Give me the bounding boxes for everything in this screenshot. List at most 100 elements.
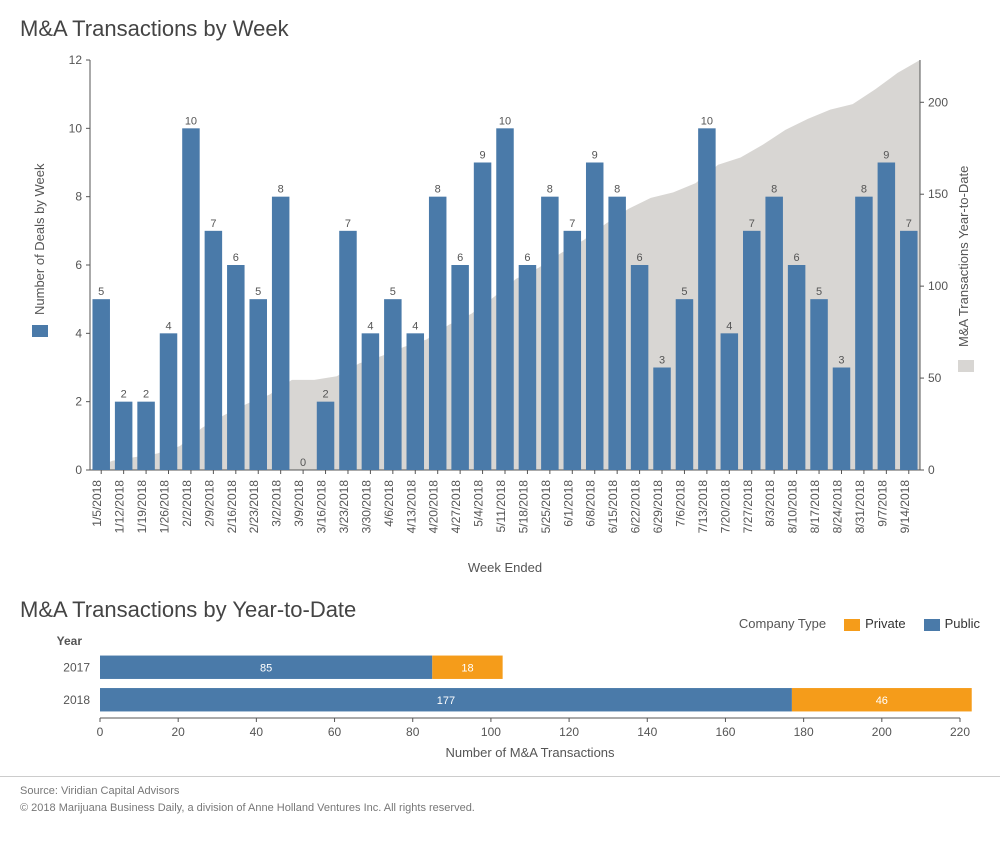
svg-text:8: 8 xyxy=(547,184,553,196)
svg-text:20: 20 xyxy=(172,725,186,739)
svg-text:46: 46 xyxy=(876,695,888,707)
svg-text:8/17/2018: 8/17/2018 xyxy=(808,480,822,534)
svg-text:6: 6 xyxy=(457,252,463,264)
svg-text:5: 5 xyxy=(816,286,822,298)
svg-text:9: 9 xyxy=(480,150,486,162)
svg-text:4/6/2018: 4/6/2018 xyxy=(382,480,396,527)
svg-text:1/19/2018: 1/19/2018 xyxy=(135,480,149,534)
svg-text:4: 4 xyxy=(75,326,82,340)
svg-text:3: 3 xyxy=(838,355,844,367)
svg-text:2/23/2018: 2/23/2018 xyxy=(247,480,261,534)
weekly-bar-chart: 024681012050100150200Number of Deals by … xyxy=(20,50,980,580)
svg-text:50: 50 xyxy=(928,371,942,385)
svg-text:4: 4 xyxy=(165,320,171,332)
svg-text:M&A Transactions Year-to-Date: M&A Transactions Year-to-Date xyxy=(956,166,971,347)
svg-text:5: 5 xyxy=(390,286,396,298)
svg-text:Number of Deals by Week: Number of Deals by Week xyxy=(32,163,47,315)
svg-text:6: 6 xyxy=(794,252,800,264)
svg-text:200: 200 xyxy=(928,95,948,109)
bottom-chart-title: M&A Transactions by Year-to-Date xyxy=(20,597,356,623)
svg-text:0: 0 xyxy=(300,457,306,469)
svg-text:60: 60 xyxy=(328,725,342,739)
svg-text:8/31/2018: 8/31/2018 xyxy=(853,480,867,534)
svg-text:4: 4 xyxy=(367,320,373,332)
svg-text:7: 7 xyxy=(569,218,575,230)
svg-text:8: 8 xyxy=(278,184,284,196)
svg-text:2: 2 xyxy=(121,389,127,401)
svg-text:1/5/2018: 1/5/2018 xyxy=(90,480,104,527)
svg-text:2: 2 xyxy=(143,389,149,401)
svg-text:6: 6 xyxy=(233,252,239,264)
svg-text:5: 5 xyxy=(255,286,261,298)
svg-text:8/24/2018: 8/24/2018 xyxy=(830,480,844,534)
svg-text:100: 100 xyxy=(481,725,501,739)
svg-text:8/3/2018: 8/3/2018 xyxy=(763,480,777,527)
svg-text:2/16/2018: 2/16/2018 xyxy=(225,480,239,534)
svg-text:3/23/2018: 3/23/2018 xyxy=(337,480,351,534)
svg-text:8: 8 xyxy=(771,184,777,196)
legend: Company Type Private Public xyxy=(739,616,980,631)
top-chart-title: M&A Transactions by Week xyxy=(20,16,980,42)
footer-source: Source: Viridian Capital Advisors xyxy=(20,783,980,800)
svg-text:4/27/2018: 4/27/2018 xyxy=(449,480,463,534)
svg-text:5/4/2018: 5/4/2018 xyxy=(472,480,486,527)
svg-text:6/29/2018: 6/29/2018 xyxy=(651,480,665,534)
svg-text:220: 220 xyxy=(950,725,970,739)
legend-title: Company Type xyxy=(739,616,826,631)
svg-text:6/22/2018: 6/22/2018 xyxy=(629,480,643,534)
svg-text:80: 80 xyxy=(406,725,420,739)
svg-text:Number of M&A Transactions: Number of M&A Transactions xyxy=(445,745,615,760)
svg-text:2: 2 xyxy=(322,389,328,401)
svg-text:6: 6 xyxy=(524,252,530,264)
svg-text:12: 12 xyxy=(69,53,83,67)
svg-text:3/2/2018: 3/2/2018 xyxy=(270,480,284,527)
svg-text:Year: Year xyxy=(57,634,83,648)
svg-text:40: 40 xyxy=(250,725,264,739)
svg-text:10: 10 xyxy=(69,121,83,135)
svg-text:3: 3 xyxy=(659,355,665,367)
svg-text:10: 10 xyxy=(185,115,197,127)
svg-text:5: 5 xyxy=(98,286,104,298)
svg-text:6: 6 xyxy=(75,258,82,272)
svg-text:180: 180 xyxy=(794,725,814,739)
svg-text:3/9/2018: 3/9/2018 xyxy=(292,480,306,527)
svg-text:10: 10 xyxy=(499,115,511,127)
svg-text:10: 10 xyxy=(701,115,713,127)
svg-text:2018: 2018 xyxy=(63,693,90,707)
svg-text:8: 8 xyxy=(861,184,867,196)
svg-text:7/27/2018: 7/27/2018 xyxy=(741,480,755,534)
svg-text:2017: 2017 xyxy=(63,660,90,674)
svg-text:0: 0 xyxy=(928,463,935,477)
svg-text:9/14/2018: 9/14/2018 xyxy=(898,480,912,534)
svg-text:3/30/2018: 3/30/2018 xyxy=(359,480,373,534)
svg-text:0: 0 xyxy=(97,725,104,739)
svg-text:85: 85 xyxy=(260,662,272,674)
svg-text:6/8/2018: 6/8/2018 xyxy=(584,480,598,527)
legend-public: Public xyxy=(924,616,980,631)
svg-text:8/10/2018: 8/10/2018 xyxy=(786,480,800,534)
svg-text:6/1/2018: 6/1/2018 xyxy=(561,480,575,527)
svg-text:200: 200 xyxy=(872,725,892,739)
svg-text:7: 7 xyxy=(749,218,755,230)
svg-text:18: 18 xyxy=(461,662,473,674)
svg-text:4: 4 xyxy=(726,320,732,332)
svg-text:9: 9 xyxy=(592,150,598,162)
svg-text:5/18/2018: 5/18/2018 xyxy=(516,480,530,534)
svg-text:9: 9 xyxy=(883,150,889,162)
svg-text:6: 6 xyxy=(637,252,643,264)
svg-text:5/25/2018: 5/25/2018 xyxy=(539,480,553,534)
svg-text:2: 2 xyxy=(75,395,82,409)
footer-copyright: © 2018 Marijuana Business Daily, a divis… xyxy=(20,800,980,817)
svg-text:7: 7 xyxy=(210,218,216,230)
svg-text:5/11/2018: 5/11/2018 xyxy=(494,480,508,533)
svg-text:7: 7 xyxy=(906,218,912,230)
svg-text:4/13/2018: 4/13/2018 xyxy=(404,480,418,534)
svg-text:5: 5 xyxy=(681,286,687,298)
svg-text:1/26/2018: 1/26/2018 xyxy=(158,480,172,534)
footer: Source: Viridian Capital Advisors © 2018… xyxy=(0,776,1000,826)
svg-text:7/13/2018: 7/13/2018 xyxy=(696,480,710,534)
svg-text:8: 8 xyxy=(614,184,620,196)
svg-text:3/16/2018: 3/16/2018 xyxy=(315,480,329,534)
svg-text:7: 7 xyxy=(345,218,351,230)
svg-text:2/2/2018: 2/2/2018 xyxy=(180,480,194,527)
